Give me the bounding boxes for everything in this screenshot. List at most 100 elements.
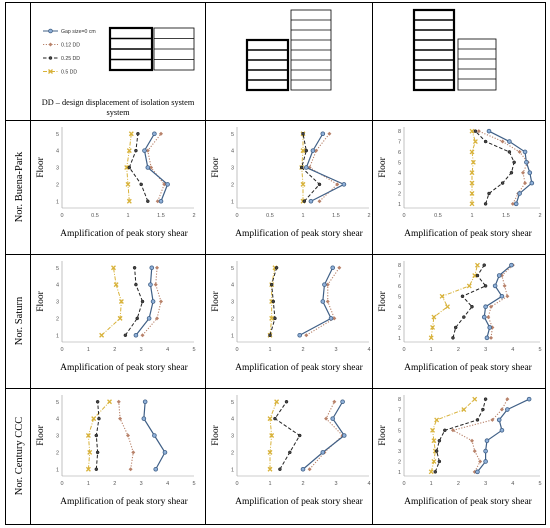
y-tick-label: 5 [56,266,59,272]
data-point [472,449,477,454]
y-tick-label: 1 [231,333,234,339]
series [141,399,168,472]
x-tick-label: 5 [192,481,195,487]
y-tick-label: 4 [231,149,234,155]
series-line [128,133,149,202]
data-point [304,148,309,153]
legend-label: 0.5 DD [61,70,77,76]
series-line [430,398,476,472]
data-point [300,181,306,187]
x-axis-label: Amplification of peak story shear [60,496,189,507]
data-point [443,428,447,433]
data-point [524,160,529,165]
data-point [505,397,510,402]
data-point [320,131,326,137]
data-point [475,469,480,475]
x-tick-label: 1 [268,347,271,353]
y-tick-label: 5 [56,132,59,138]
y-tick-label: 4 [231,283,234,289]
data-point [302,199,307,203]
legend-note: DD – design displacement of isolation sy… [42,98,195,107]
data-point [500,139,505,144]
y-tick-label: 1 [398,336,401,342]
legend-marker [48,69,53,74]
data-point [165,182,170,187]
data-point [116,399,121,404]
x-tick-label: 1 [87,481,90,487]
y-tick-label: 3 [56,166,59,172]
legend-entry: 0.25 DD [43,56,80,62]
x-axis-label: Amplification of peak story shear [235,496,364,507]
y-tick-label: 2 [56,182,59,188]
series-line [478,130,529,205]
data-point [466,283,472,289]
data-point [95,400,100,404]
legend-marker [48,56,53,60]
y-tick-label: 7 [398,274,401,280]
y-tick-label: 3 [231,166,234,172]
data-point [271,299,276,304]
series [433,397,488,474]
data-point [152,131,157,137]
data-point [324,416,329,421]
x-tick-label: 1 [470,213,473,219]
data-point [135,316,139,321]
data-point [445,304,450,310]
series [267,399,280,472]
data-point [472,273,478,278]
y-tick-label: 2 [56,450,59,456]
data-point [475,418,480,422]
data-point [274,266,279,270]
data-point [297,433,302,438]
y-tick-label: 4 [56,283,59,289]
data-point [308,198,314,204]
data-point [126,198,132,204]
data-point [268,333,272,337]
series [85,399,112,472]
legend-marker [48,28,53,34]
x-tick-label: 2 [113,347,116,353]
data-point [153,466,159,472]
y-tick-label: 3 [56,434,59,440]
x-tick-label: 3 [484,481,487,487]
y-tick-label: 1 [56,467,59,473]
data-point [128,467,133,472]
x-tick-label: 5 [538,481,541,487]
y-tick-label: 3 [398,449,401,455]
data-point [476,129,481,134]
series [94,400,101,471]
series-line [274,401,301,470]
series [99,265,124,338]
data-point [126,433,130,438]
data-point [126,148,132,154]
series-line [309,401,344,470]
data-point [304,333,309,338]
x-tick-label: 2 [301,481,304,487]
data-point [159,131,163,136]
x-tick-label: 4 [511,481,514,487]
data-point [325,299,330,304]
x-tick-label: 0 [402,213,405,219]
data-point [269,282,274,287]
y-tick-label: 5 [398,428,401,434]
data-point [142,399,148,405]
legend-marker [48,42,53,47]
data-point [124,165,130,170]
data-point [496,273,502,278]
x-tick-label: 5 [192,347,195,353]
legend-label: Gap size=0 cm [61,29,96,35]
series [142,131,170,204]
data-point [430,427,436,433]
series [123,266,145,337]
chart-panel: 0 0.5 1 1.5 2 1 2 3 4 5 Amplification of peak stor… [36,127,196,239]
y-axis-label: Floor [378,290,388,311]
data-point [341,433,347,438]
data-point [152,433,157,438]
y-tick-label: 5 [56,400,59,406]
building-sketch-1 [108,26,195,72]
data-point [269,315,275,321]
x-axis-label: Amplification of peak story shear [404,228,533,239]
data-point [85,466,91,472]
legend-entry: Gap size=0 cm [43,28,96,35]
